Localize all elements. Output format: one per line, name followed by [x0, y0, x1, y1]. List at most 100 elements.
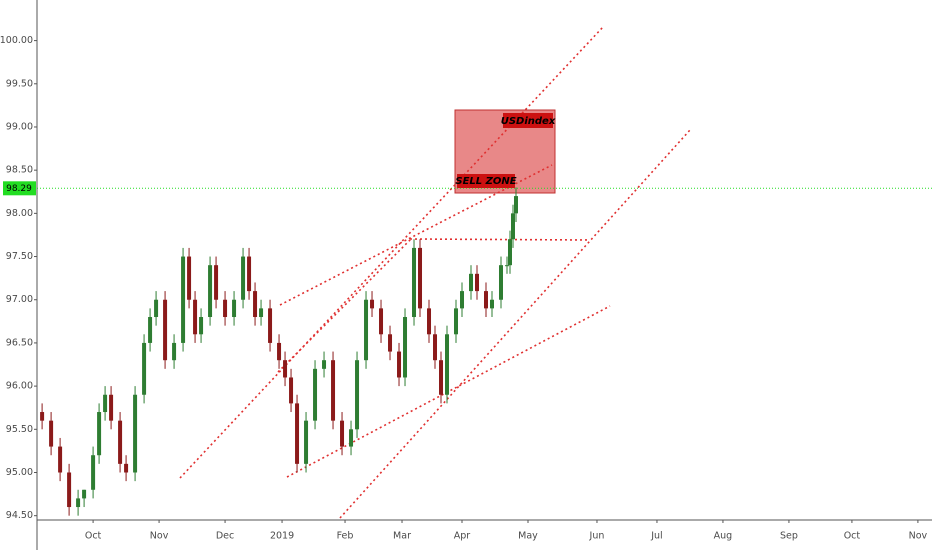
- x-tick-label: Oct: [85, 531, 102, 542]
- y-tick-label: 98.50: [6, 165, 33, 176]
- candle-body: [133, 394, 138, 473]
- candle-body: [397, 351, 402, 378]
- candle-body: [454, 308, 459, 335]
- candle-body: [349, 429, 354, 447]
- candle-body: [439, 360, 444, 395]
- candle-body: [142, 342, 147, 395]
- candle-body: [489, 299, 494, 309]
- trend-line: [409, 238, 591, 241]
- candle-body: [103, 394, 108, 413]
- x-tick-label: Sep: [780, 531, 798, 542]
- candle-body: [199, 317, 204, 335]
- candle-body: [259, 308, 264, 318]
- price-label-box: [3, 181, 36, 196]
- x-tick-label: Apr: [454, 531, 471, 542]
- annotation-label: SELL ZONE: [455, 176, 516, 187]
- price-label: 98.29: [6, 184, 32, 194]
- candle-body: [313, 368, 318, 421]
- x-tick-label: 2019: [270, 531, 294, 542]
- candle-body: [289, 377, 294, 404]
- y-tick-label: 95.50: [6, 424, 33, 435]
- x-tick-label: Jun: [589, 531, 605, 542]
- candle-body: [40, 412, 45, 421]
- candle-body: [370, 299, 375, 309]
- candle-body: [223, 299, 228, 318]
- candle-body: [124, 463, 129, 473]
- y-tick-label: 97.00: [6, 294, 33, 305]
- trend-lines: [179, 26, 691, 519]
- candle-body: [58, 446, 63, 473]
- y-tick-label: 99.50: [6, 78, 33, 89]
- y-tick-label: 100.00: [0, 35, 33, 46]
- x-tick-label: Feb: [337, 531, 354, 542]
- x-tick-label: Oct: [844, 531, 861, 542]
- candle-body: [187, 256, 192, 300]
- candle-body: [154, 299, 159, 318]
- candle-body: [277, 342, 282, 361]
- candle-body: [418, 247, 423, 309]
- trend-line: [339, 129, 691, 519]
- y-tick-label: 95.00: [6, 467, 33, 478]
- candle-body: [504, 265, 509, 267]
- annotation-label: USDindex: [501, 116, 556, 127]
- candle-body: [445, 334, 450, 395]
- y-tick-label: 94.50: [6, 510, 33, 521]
- candle-body: [433, 334, 438, 361]
- candle-body: [331, 360, 336, 421]
- candle-body: [283, 360, 288, 378]
- candle-body: [232, 299, 237, 318]
- candle-body: [507, 239, 512, 266]
- candle-body: [403, 317, 408, 378]
- candle-body: [67, 472, 72, 508]
- candle-body: [513, 196, 518, 214]
- candle-body: [475, 273, 480, 292]
- y-tick-label: 99.00: [6, 121, 33, 132]
- annotation-box: [457, 174, 515, 188]
- candle-body: [340, 420, 345, 447]
- candle-body: [268, 308, 273, 343]
- candle-body: [76, 498, 81, 508]
- candle-body: [181, 256, 186, 343]
- y-tick-label: 98.00: [6, 208, 33, 219]
- candle-body: [304, 420, 309, 464]
- trend-line: [277, 237, 413, 373]
- candle-body: [510, 213, 515, 240]
- trend-line: [179, 26, 604, 479]
- candle-body: [460, 291, 465, 309]
- candle-body: [193, 299, 198, 335]
- candle-body: [427, 308, 432, 335]
- candle-body: [241, 256, 246, 300]
- candle-body: [379, 308, 384, 335]
- x-tick-label: Dec: [216, 531, 234, 542]
- candle-body: [118, 420, 123, 464]
- candle-body: [412, 247, 417, 318]
- trend-line: [286, 305, 611, 478]
- y-tick-label: 96.50: [6, 337, 33, 348]
- candle-body: [49, 420, 54, 447]
- y-tick-label: 96.00: [6, 381, 33, 392]
- candle-body: [214, 265, 219, 300]
- x-tick-label: Nov: [150, 531, 169, 542]
- candle-body: [91, 455, 96, 490]
- y-tick-label: 97.50: [6, 251, 33, 262]
- x-tick-label: May: [518, 531, 538, 542]
- candle-body: [355, 360, 360, 430]
- candle-body: [388, 334, 393, 352]
- candle-body: [82, 489, 87, 499]
- candle-body: [247, 256, 252, 292]
- trend-line: [279, 164, 553, 306]
- x-tick-label: Aug: [714, 531, 733, 542]
- candle-body: [148, 317, 153, 343]
- x-tick-label: Nov: [909, 531, 928, 542]
- candle-body: [208, 265, 213, 318]
- candle-body: [97, 412, 102, 456]
- x-tick-label: Mar: [393, 531, 411, 542]
- candle-body: [253, 291, 258, 318]
- candle-body: [295, 403, 300, 464]
- annotation-box: [503, 113, 553, 128]
- x-tick-label: Jul: [650, 531, 662, 542]
- candle-body: [109, 394, 114, 421]
- candle-body: [322, 360, 327, 369]
